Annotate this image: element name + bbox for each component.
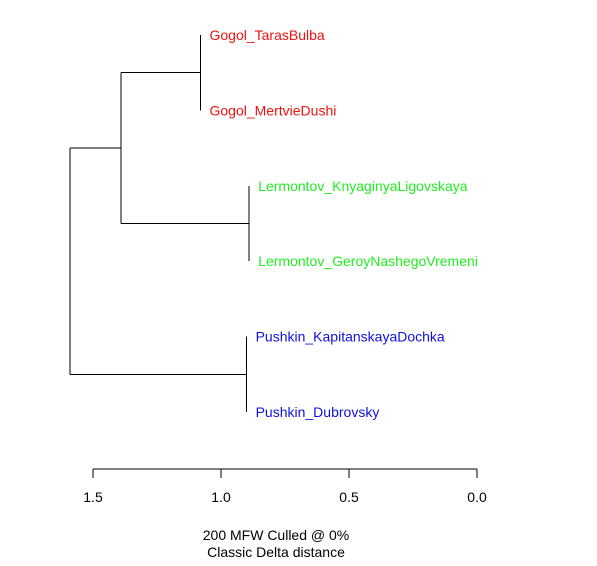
leaf-label: Gogol_TarasBulba — [210, 27, 325, 43]
distance-axis: 1.5 1.0 0.5 0.0 — [83, 468, 487, 505]
leaf-label: Gogol_MertvieDushi — [210, 102, 337, 118]
leaf-label: Lermontov_GeroyNashegoVremeni — [258, 253, 478, 269]
leaf-labels: Gogol_TarasBulba Gogol_MertvieDushi Lermon… — [210, 27, 478, 420]
dendrogram-branches — [69, 35, 250, 412]
axis-tick-label: 0.5 — [339, 489, 359, 505]
axis-tick-label: 0.0 — [467, 489, 487, 505]
caption: 200 MFW Culled @ 0% Classic Delta distan… — [203, 527, 349, 560]
leaf-label: Lermontov_KnyaginyaLigovskaya — [258, 178, 468, 194]
axis-tick-label: 1.0 — [211, 489, 231, 505]
caption-distance: Classic Delta distance — [207, 544, 345, 560]
axis-tick-label: 1.5 — [83, 489, 103, 505]
leaf-label: Pushkin_Dubrovsky — [256, 404, 380, 420]
leaf-label: Pushkin_KapitanskayaDochka — [256, 329, 445, 345]
caption-mfw: 200 MFW Culled @ 0% — [203, 527, 349, 543]
